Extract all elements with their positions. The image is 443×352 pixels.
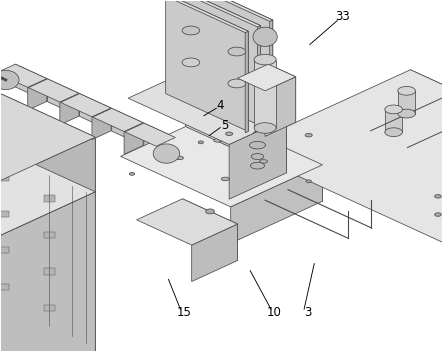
Ellipse shape	[182, 58, 200, 67]
Polygon shape	[47, 79, 79, 116]
Polygon shape	[268, 64, 295, 122]
Polygon shape	[0, 63, 95, 192]
Polygon shape	[0, 63, 95, 199]
Polygon shape	[265, 77, 295, 136]
Ellipse shape	[225, 132, 233, 136]
Ellipse shape	[250, 162, 264, 169]
Polygon shape	[93, 108, 143, 132]
Bar	[0, 247, 9, 253]
Ellipse shape	[278, 121, 285, 124]
Ellipse shape	[306, 180, 311, 183]
Polygon shape	[237, 64, 295, 91]
Polygon shape	[120, 114, 323, 207]
Polygon shape	[410, 70, 443, 310]
Ellipse shape	[228, 79, 245, 88]
Bar	[0, 211, 9, 217]
Polygon shape	[212, 114, 323, 201]
Polygon shape	[136, 199, 237, 245]
Polygon shape	[0, 64, 47, 87]
Polygon shape	[166, 0, 248, 132]
Polygon shape	[0, 192, 95, 352]
Polygon shape	[60, 93, 79, 125]
Polygon shape	[144, 123, 175, 160]
Ellipse shape	[254, 54, 276, 65]
Text: 3: 3	[304, 306, 311, 319]
Ellipse shape	[228, 47, 245, 56]
Text: 4: 4	[217, 99, 224, 112]
Ellipse shape	[182, 26, 200, 35]
Polygon shape	[28, 78, 47, 110]
Polygon shape	[190, 0, 273, 120]
Polygon shape	[80, 94, 111, 131]
Ellipse shape	[265, 161, 270, 164]
Text: 10: 10	[267, 306, 282, 319]
Polygon shape	[28, 79, 79, 102]
Polygon shape	[254, 59, 276, 128]
Text: 5: 5	[222, 119, 229, 132]
Ellipse shape	[385, 128, 402, 137]
Ellipse shape	[398, 109, 416, 118]
Ellipse shape	[198, 141, 203, 144]
Polygon shape	[192, 224, 237, 282]
Polygon shape	[385, 109, 402, 132]
Ellipse shape	[249, 142, 265, 149]
Ellipse shape	[253, 145, 260, 148]
Polygon shape	[175, 0, 260, 27]
Polygon shape	[156, 138, 175, 169]
Polygon shape	[128, 72, 287, 144]
Polygon shape	[228, 51, 245, 83]
Ellipse shape	[223, 142, 229, 145]
Polygon shape	[245, 31, 248, 133]
Polygon shape	[16, 64, 47, 101]
Polygon shape	[229, 118, 287, 199]
Polygon shape	[0, 118, 95, 351]
Ellipse shape	[385, 105, 402, 114]
Ellipse shape	[260, 160, 268, 163]
Polygon shape	[112, 108, 143, 146]
Ellipse shape	[250, 108, 257, 112]
Polygon shape	[0, 118, 95, 253]
Ellipse shape	[254, 123, 276, 133]
Polygon shape	[187, 0, 273, 21]
Ellipse shape	[222, 177, 229, 181]
Ellipse shape	[0, 70, 19, 89]
Ellipse shape	[305, 133, 312, 137]
Text: 33: 33	[335, 10, 350, 23]
Bar	[44, 268, 54, 275]
Ellipse shape	[435, 213, 441, 216]
Polygon shape	[238, 70, 443, 243]
Bar	[44, 232, 54, 238]
Ellipse shape	[435, 195, 441, 198]
Polygon shape	[125, 123, 175, 146]
Ellipse shape	[175, 156, 183, 160]
Polygon shape	[270, 20, 273, 122]
Polygon shape	[124, 123, 143, 154]
Ellipse shape	[206, 209, 214, 214]
Polygon shape	[182, 31, 200, 62]
Polygon shape	[398, 91, 416, 114]
Ellipse shape	[129, 172, 135, 175]
Polygon shape	[163, 0, 248, 33]
Text: 15: 15	[176, 306, 191, 319]
Polygon shape	[61, 94, 111, 117]
Bar	[0, 174, 9, 181]
Bar	[44, 305, 54, 311]
Ellipse shape	[251, 153, 264, 159]
Bar	[0, 284, 9, 290]
Ellipse shape	[153, 144, 180, 163]
Ellipse shape	[214, 139, 222, 142]
Bar	[44, 195, 54, 202]
Polygon shape	[183, 199, 237, 260]
Polygon shape	[0, 137, 95, 253]
Polygon shape	[92, 108, 111, 140]
Ellipse shape	[253, 27, 277, 46]
Polygon shape	[231, 165, 323, 243]
Ellipse shape	[164, 157, 169, 159]
Polygon shape	[257, 26, 260, 127]
Polygon shape	[178, 0, 260, 126]
Ellipse shape	[398, 87, 416, 95]
Polygon shape	[186, 72, 287, 173]
